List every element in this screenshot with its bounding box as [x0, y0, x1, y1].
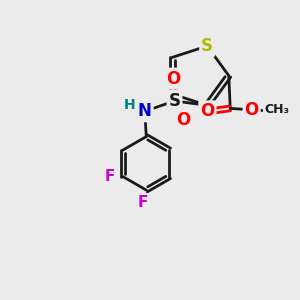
Text: F: F	[138, 195, 148, 210]
Text: F: F	[104, 169, 115, 184]
Text: O: O	[244, 101, 259, 119]
Text: S: S	[201, 37, 213, 55]
Text: CH₃: CH₃	[264, 103, 290, 116]
Text: H: H	[124, 98, 135, 112]
Text: O: O	[166, 70, 180, 88]
Text: N: N	[138, 102, 152, 120]
Text: O: O	[176, 111, 190, 129]
Text: O: O	[200, 102, 214, 120]
Text: S: S	[169, 92, 181, 110]
